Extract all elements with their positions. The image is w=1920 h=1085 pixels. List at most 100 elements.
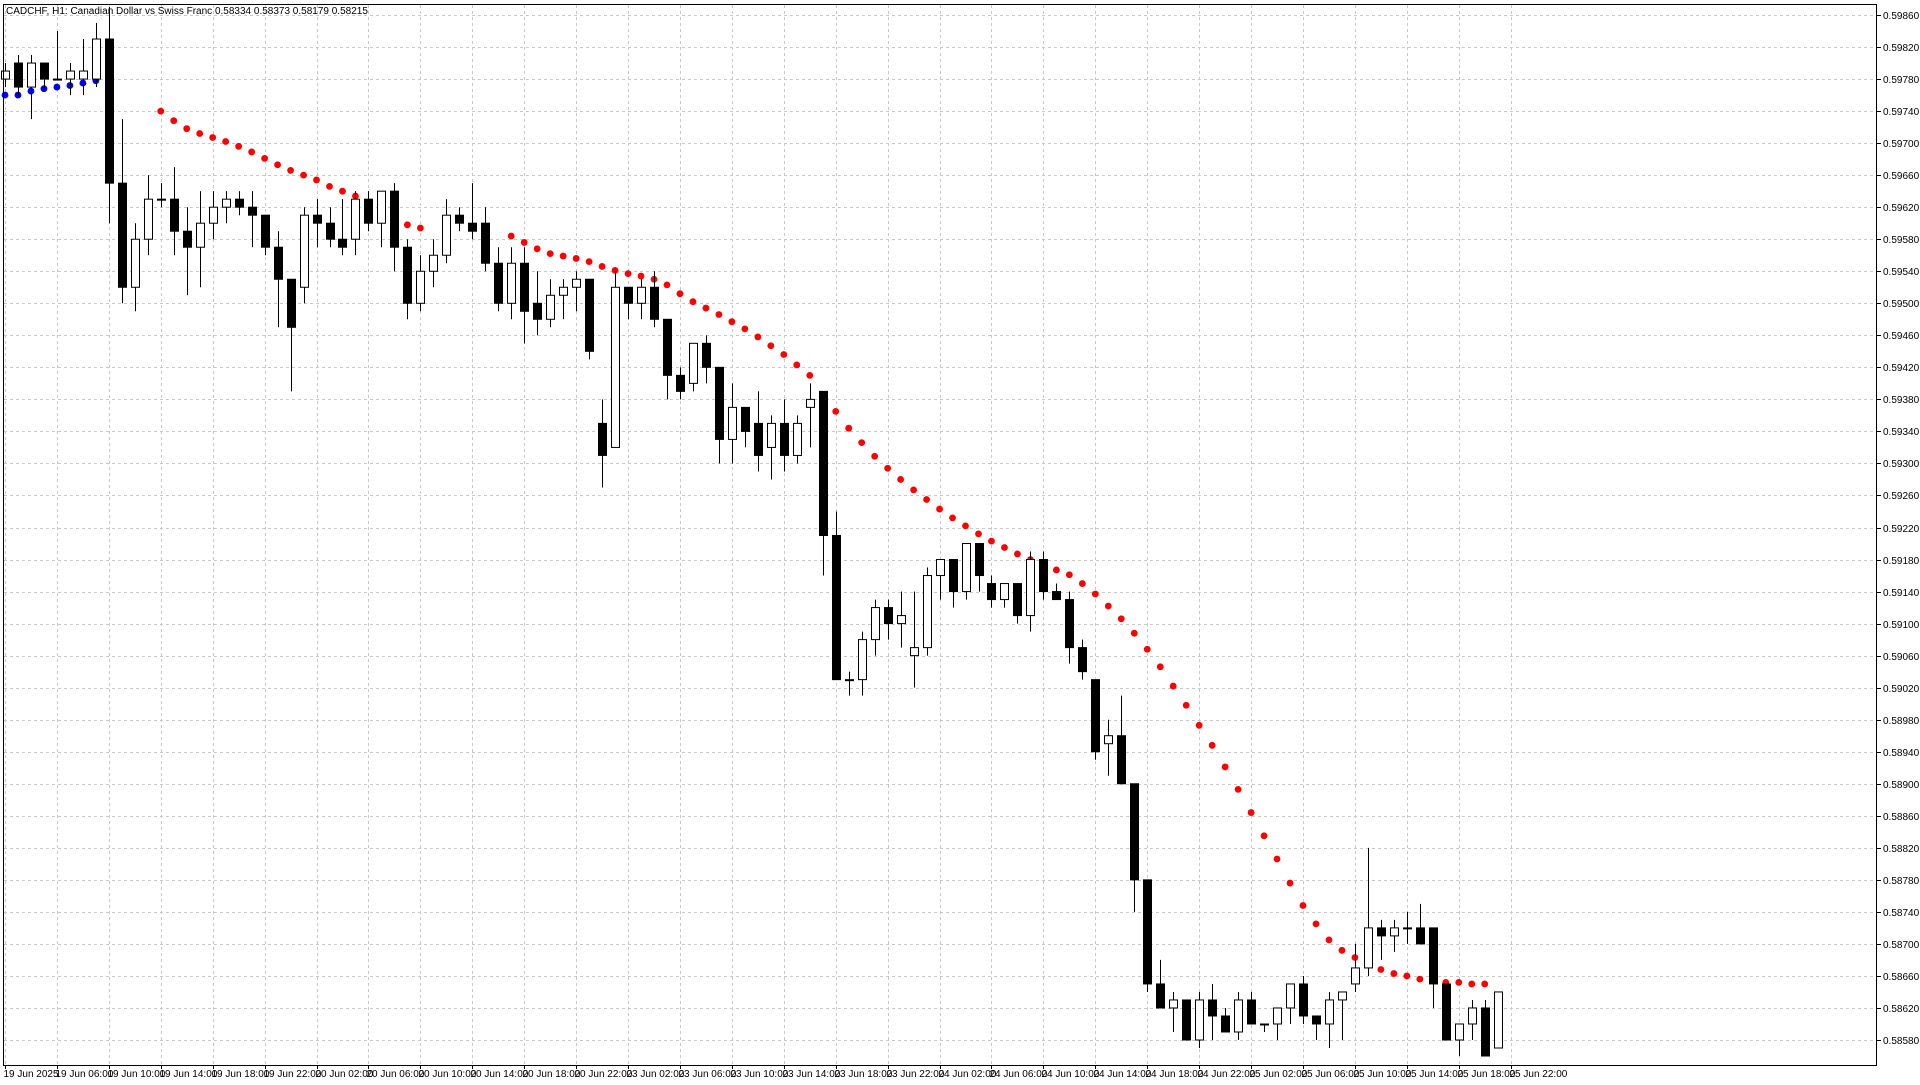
candle[interactable]	[702, 335, 711, 384]
candle[interactable]	[287, 278, 296, 392]
candle[interactable]	[1377, 919, 1386, 960]
candle[interactable]	[1117, 695, 1126, 785]
candle[interactable]	[1468, 999, 1477, 1040]
candle[interactable]	[793, 415, 802, 464]
candle[interactable]	[741, 406, 750, 448]
candle[interactable]	[624, 286, 633, 320]
candle[interactable]	[520, 247, 529, 344]
candle[interactable]	[1208, 983, 1217, 1040]
candle[interactable]	[429, 239, 438, 288]
candle[interactable]	[1442, 983, 1451, 1041]
candle[interactable]	[442, 199, 451, 264]
candle[interactable]	[40, 62, 49, 88]
candle[interactable]	[326, 207, 335, 248]
candle[interactable]	[416, 255, 425, 312]
candle[interactable]	[1065, 591, 1074, 664]
candle[interactable]	[261, 214, 270, 256]
candle[interactable]	[975, 543, 984, 592]
candle[interactable]	[14, 55, 23, 96]
candle[interactable]	[962, 543, 971, 600]
candle[interactable]	[235, 191, 244, 216]
candle[interactable]	[910, 591, 919, 688]
price-axis[interactable]: 0.59860 0.59820 0.59780 0.59740 0.59700 0.596…	[1877, 11, 1920, 1047]
candle[interactable]	[468, 183, 477, 240]
candle[interactable]	[1286, 983, 1295, 1024]
candle[interactable]	[1091, 679, 1100, 760]
candle[interactable]	[858, 631, 867, 696]
candle[interactable]	[767, 415, 776, 480]
candle[interactable]	[559, 279, 568, 320]
candle[interactable]	[1494, 991, 1503, 1049]
candle[interactable]	[1416, 903, 1425, 945]
candle[interactable]	[1338, 991, 1347, 1040]
candle[interactable]	[248, 191, 257, 248]
candle[interactable]	[546, 279, 555, 328]
candle[interactable]	[1182, 999, 1191, 1041]
candle[interactable]	[871, 599, 880, 656]
candle[interactable]	[53, 31, 62, 81]
candle[interactable]	[144, 175, 153, 256]
candle[interactable]	[66, 63, 75, 96]
candle[interactable]	[1390, 919, 1399, 952]
candle[interactable]	[300, 207, 309, 304]
candle[interactable]	[676, 367, 685, 400]
candle[interactable]	[1052, 583, 1061, 601]
candle[interactable]	[313, 199, 322, 248]
candle[interactable]	[1481, 999, 1490, 1057]
candle[interactable]	[481, 207, 490, 272]
candle[interactable]	[845, 671, 854, 696]
candle[interactable]	[637, 279, 646, 320]
candle[interactable]	[183, 207, 192, 296]
candle[interactable]	[1169, 991, 1178, 1032]
candle[interactable]	[1429, 927, 1438, 1008]
candle[interactable]	[1195, 991, 1204, 1049]
candle[interactable]	[1130, 783, 1139, 912]
candle[interactable]	[1273, 1007, 1282, 1040]
candle[interactable]	[1260, 1023, 1269, 1032]
candle[interactable]	[92, 23, 101, 88]
candle[interactable]	[585, 278, 594, 360]
candle[interactable]	[611, 271, 620, 448]
candle[interactable]	[598, 399, 607, 488]
candle[interactable]	[1, 63, 10, 88]
candle[interactable]	[806, 383, 815, 448]
candle[interactable]	[377, 190, 386, 248]
candle[interactable]	[1000, 583, 1009, 608]
candle[interactable]	[274, 231, 283, 328]
candle[interactable]	[105, 6, 114, 224]
candle[interactable]	[754, 391, 763, 472]
candle[interactable]	[780, 399, 789, 472]
candle[interactable]	[1013, 583, 1022, 624]
candle[interactable]	[1247, 991, 1256, 1025]
candle[interactable]	[131, 223, 140, 312]
candle[interactable]	[118, 119, 127, 304]
candle[interactable]	[728, 383, 737, 464]
candle[interactable]	[403, 239, 412, 320]
candle[interactable]	[1455, 1023, 1464, 1057]
candle[interactable]	[1351, 943, 1360, 992]
candle[interactable]	[390, 183, 399, 272]
candle[interactable]	[27, 55, 36, 120]
candle[interactable]	[1143, 879, 1152, 992]
candle[interactable]	[1403, 911, 1412, 944]
candle[interactable]	[209, 191, 218, 240]
candle[interactable]	[494, 247, 503, 312]
candle[interactable]	[819, 390, 828, 576]
candle[interactable]	[79, 39, 88, 96]
candle[interactable]	[1026, 551, 1035, 632]
candle[interactable]	[884, 599, 893, 640]
candle[interactable]	[1364, 847, 1373, 976]
candle[interactable]	[923, 567, 932, 656]
candle[interactable]	[1325, 991, 1334, 1049]
candle[interactable]	[1234, 991, 1243, 1040]
candle[interactable]	[949, 559, 958, 608]
candle[interactable]	[832, 511, 841, 681]
candle[interactable]	[1221, 1007, 1230, 1033]
candle[interactable]	[1039, 551, 1048, 600]
candle[interactable]	[338, 199, 347, 256]
candle[interactable]	[507, 247, 516, 320]
candle[interactable]	[1104, 719, 1113, 776]
